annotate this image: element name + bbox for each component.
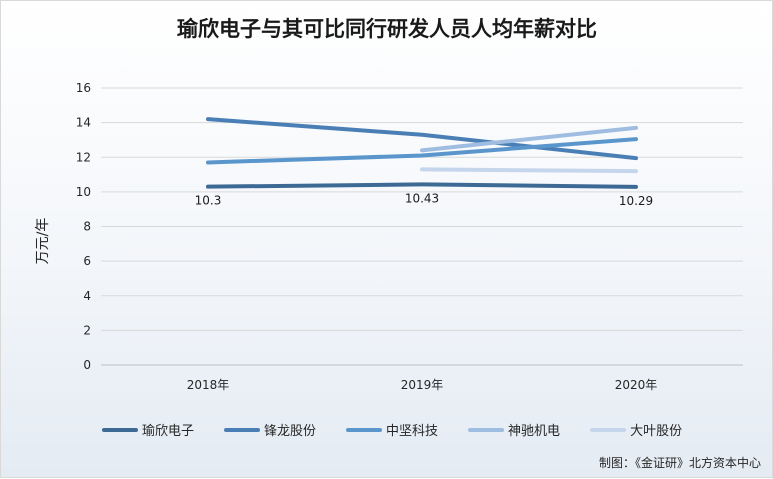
data-labels: 10.3 10.43 10.29 — [195, 191, 654, 207]
y-tick-label: 0 — [83, 358, 91, 372]
series-line — [206, 117, 638, 161]
x-axis-ticks: 2018年 2019年 2020年 — [187, 378, 658, 392]
y-tick-label: 10 — [76, 185, 91, 199]
data-label: 10.29 — [619, 194, 653, 208]
x-tick-label: 2018年 — [187, 378, 230, 392]
chart-title: 瑜欣电子与其可比同行研发人员人均年薪对比 — [177, 17, 597, 41]
legend-entry: 神驰机电 — [508, 424, 560, 439]
legend-entry: 大叶股份 — [630, 424, 682, 439]
y-tick-label: 4 — [83, 289, 91, 303]
y-tick-label: 16 — [76, 81, 91, 95]
chart-credit: 制图：《金证研》北方资本中心 — [599, 455, 761, 470]
data-label: 10.43 — [405, 191, 439, 205]
series-line — [420, 167, 638, 174]
series-line — [206, 137, 638, 165]
y-tick-label: 6 — [83, 254, 91, 268]
legend-entry: 中坚科技 — [386, 424, 438, 439]
y-axis-label: 万元/年 — [35, 218, 51, 265]
data-label: 10.3 — [195, 194, 222, 208]
y-tick-label: 12 — [76, 150, 91, 164]
legend-entry: 锋龙股份 — [264, 424, 316, 439]
y-tick-label: 8 — [83, 220, 91, 234]
series-lines — [206, 117, 638, 189]
series-line — [420, 125, 638, 153]
gridlines — [101, 87, 743, 366]
series-line — [206, 182, 638, 189]
y-tick-label: 14 — [76, 116, 91, 130]
y-axis-ticks: 0 2 4 6 8 10 12 14 16 — [76, 81, 91, 372]
y-tick-label: 2 — [83, 323, 91, 337]
x-tick-label: 2019年 — [401, 378, 444, 392]
legend-entry: 瑜欣电子 — [142, 424, 194, 439]
legend: 瑜欣电子 锋龙股份 中坚科技 神驰机电 大叶股份 — [102, 424, 682, 439]
x-tick-label: 2020年 — [615, 378, 658, 392]
